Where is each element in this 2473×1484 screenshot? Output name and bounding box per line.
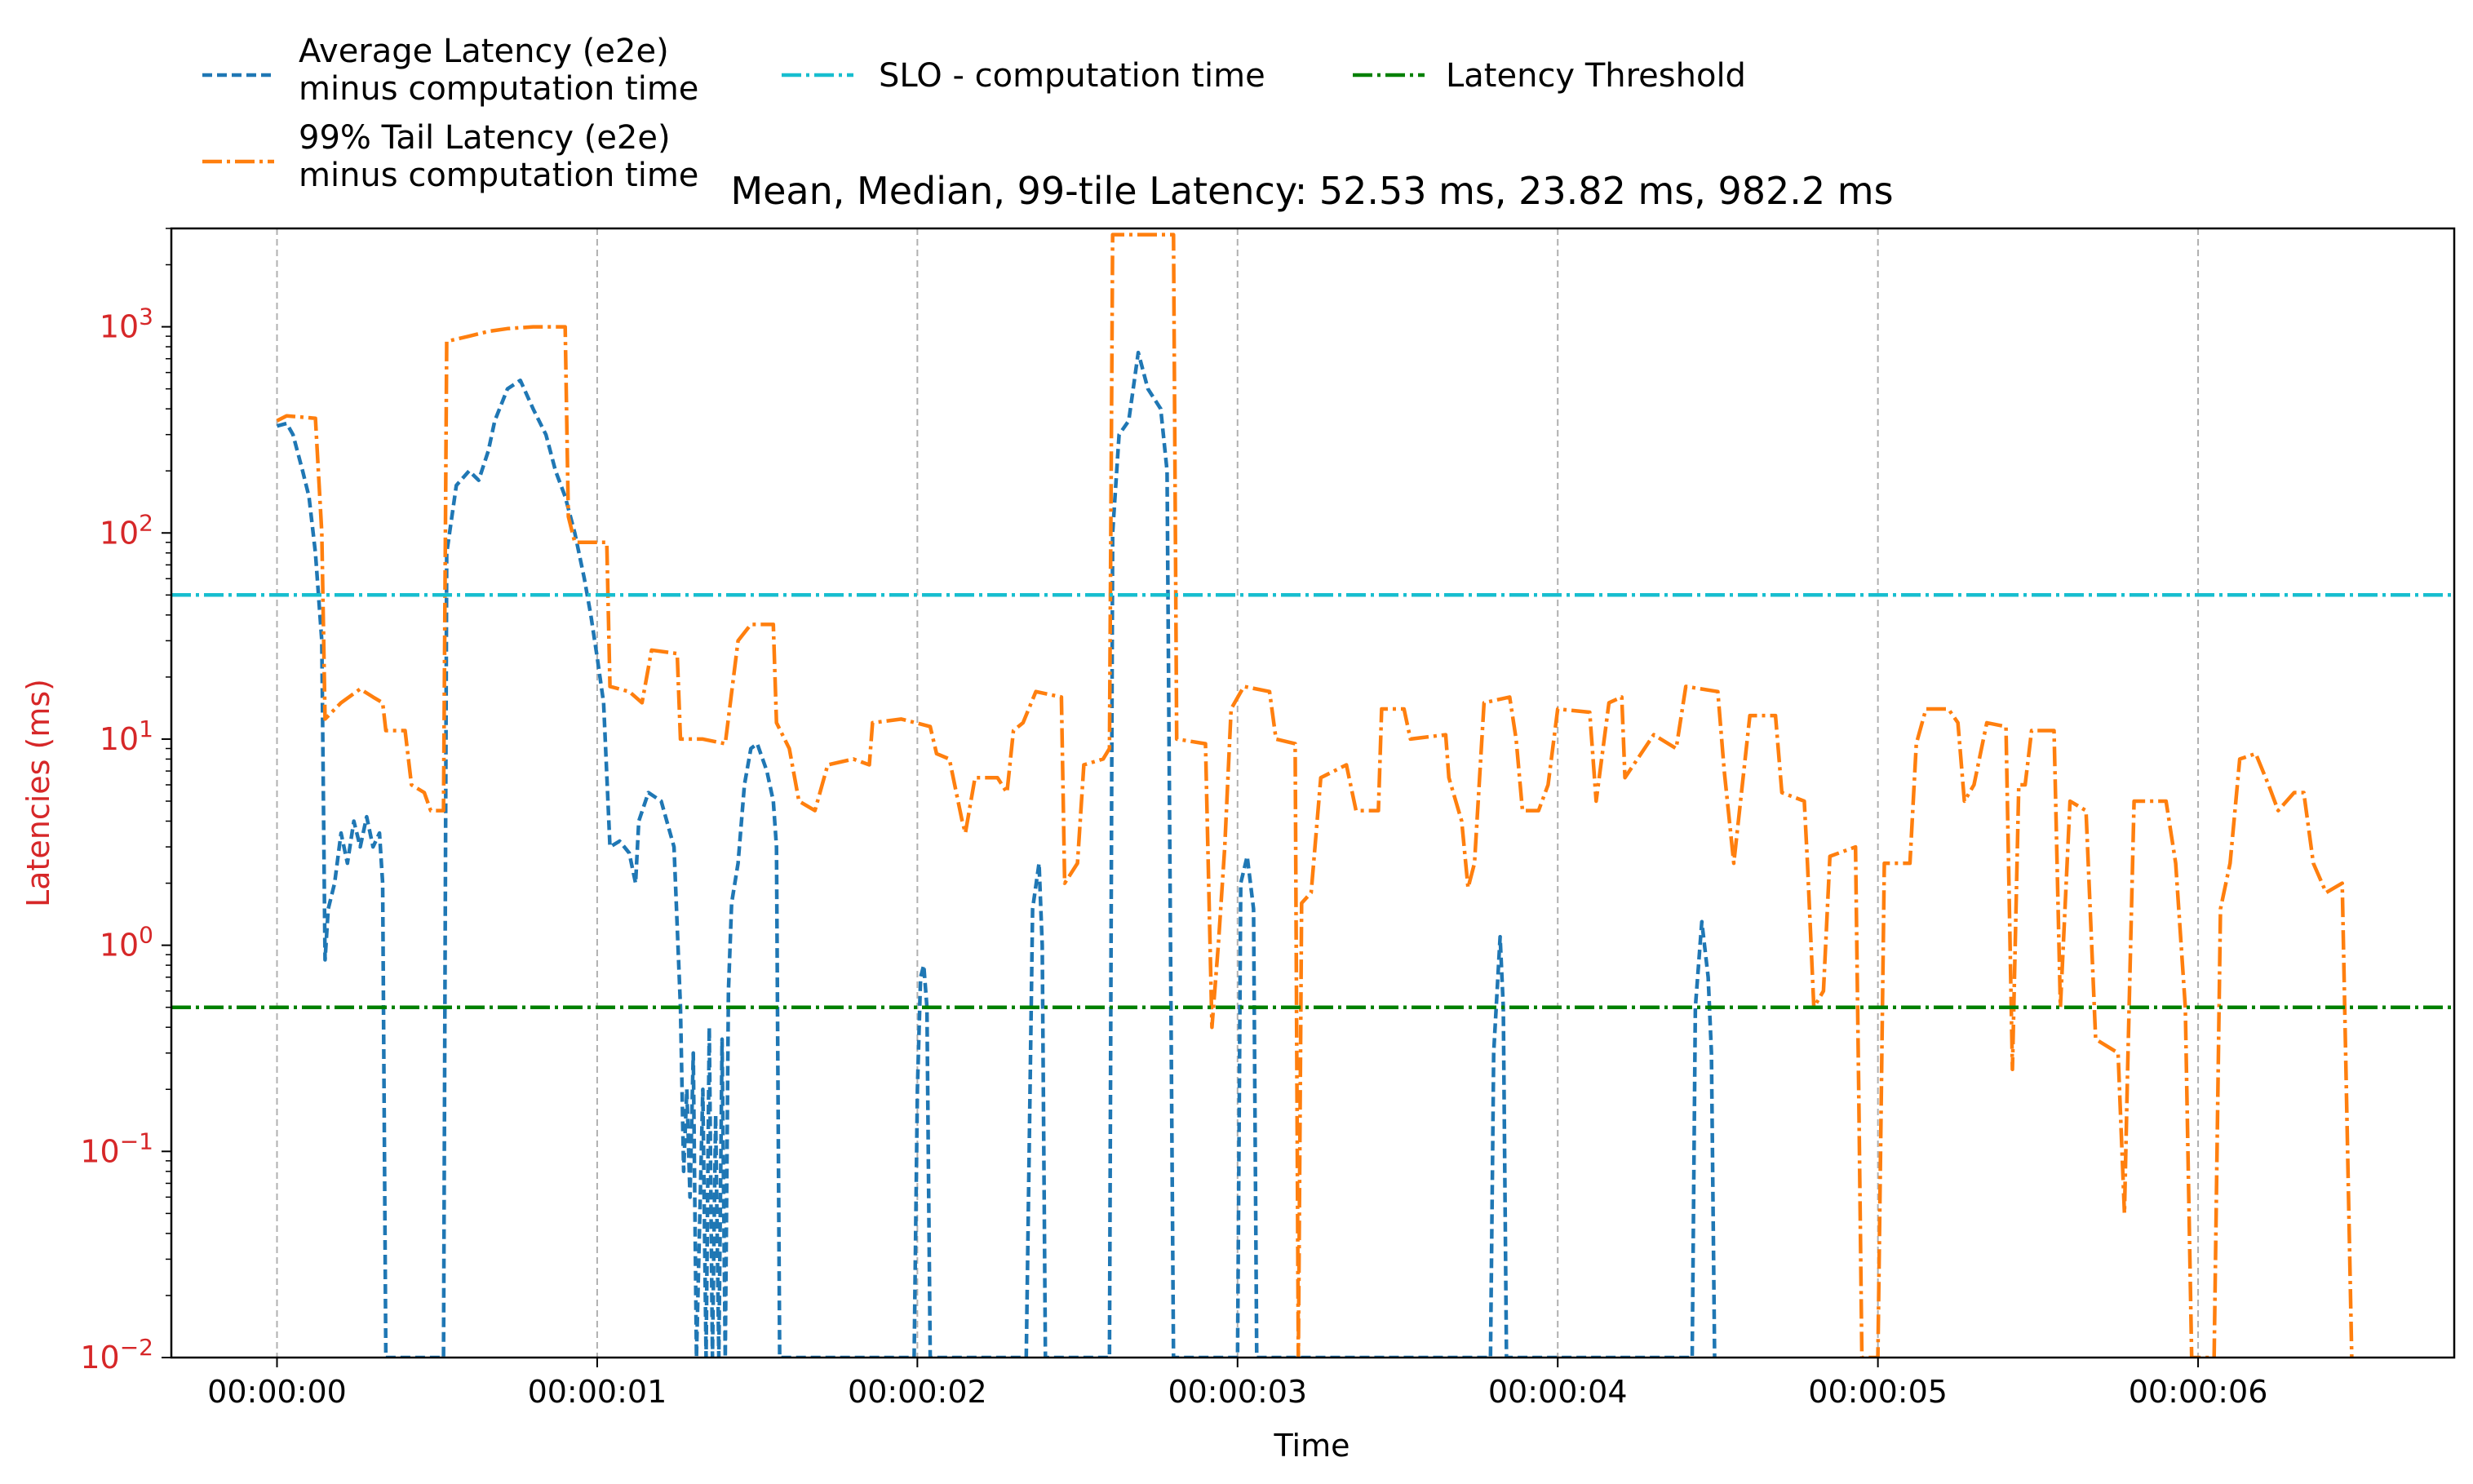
x-axis: 00:00:00 00:00:01 00:00:02 00:00:03 00:00:04…	[207, 1358, 2267, 1410]
legend: Average Latency (e2e) minus computation …	[202, 33, 1746, 194]
y-tick-label-0: 10−2	[80, 1334, 153, 1375]
x-tick-label-6: 00:00:06	[2129, 1374, 2268, 1410]
y-axis: 10−2 10−1 100 101 102 103	[80, 228, 171, 1375]
x-tick-label-3: 00:00:03	[1168, 1374, 1307, 1410]
legend-entry-tail: 99% Tail Latency (e2e) minus computation…	[202, 119, 698, 194]
legend-label-threshold: Latency Threshold	[1446, 57, 1746, 95]
y-tick-label-5: 103	[100, 303, 153, 345]
x-tick-label-4: 00:00:04	[1488, 1374, 1628, 1410]
x-axis-label: Time	[1274, 1428, 1350, 1464]
legend-entry-average: Average Latency (e2e) minus computation …	[202, 33, 698, 108]
plot-frame	[170, 227, 2456, 1359]
legend-entry-slo: SLO - computation time	[782, 57, 1265, 95]
series-line-1	[276, 233, 2354, 1358]
y-tick-label-2: 100	[100, 922, 153, 963]
legend-label-slo: SLO - computation time	[879, 57, 1265, 95]
plot-series	[171, 233, 2454, 1358]
legend-entry-threshold: Latency Threshold	[1353, 57, 1746, 95]
y-tick-label-1: 10−1	[80, 1127, 153, 1169]
legend-label-tail-line1: 99% Tail Latency (e2e)	[299, 119, 671, 157]
grid-lines	[276, 228, 2200, 1358]
legend-label-average-line2: minus computation time	[299, 70, 698, 108]
x-tick-label-2: 00:00:02	[848, 1374, 987, 1410]
x-tick-label-0: 00:00:00	[207, 1374, 347, 1410]
x-tick-label-1: 00:00:01	[528, 1374, 667, 1410]
y-tick-label-3: 101	[100, 715, 153, 757]
y-tick-label-4: 102	[100, 509, 153, 551]
chart-title: Mean, Median, 99-tile Latency: 52.53 ms,…	[730, 169, 1893, 213]
legend-label-average-line1: Average Latency (e2e)	[299, 33, 669, 70]
series-line-0	[276, 350, 1717, 1358]
y-axis-label: Latencies (ms)	[20, 679, 56, 907]
x-tick-label-5: 00:00:05	[1808, 1374, 1948, 1410]
legend-label-tail-line2: minus computation time	[299, 157, 698, 194]
